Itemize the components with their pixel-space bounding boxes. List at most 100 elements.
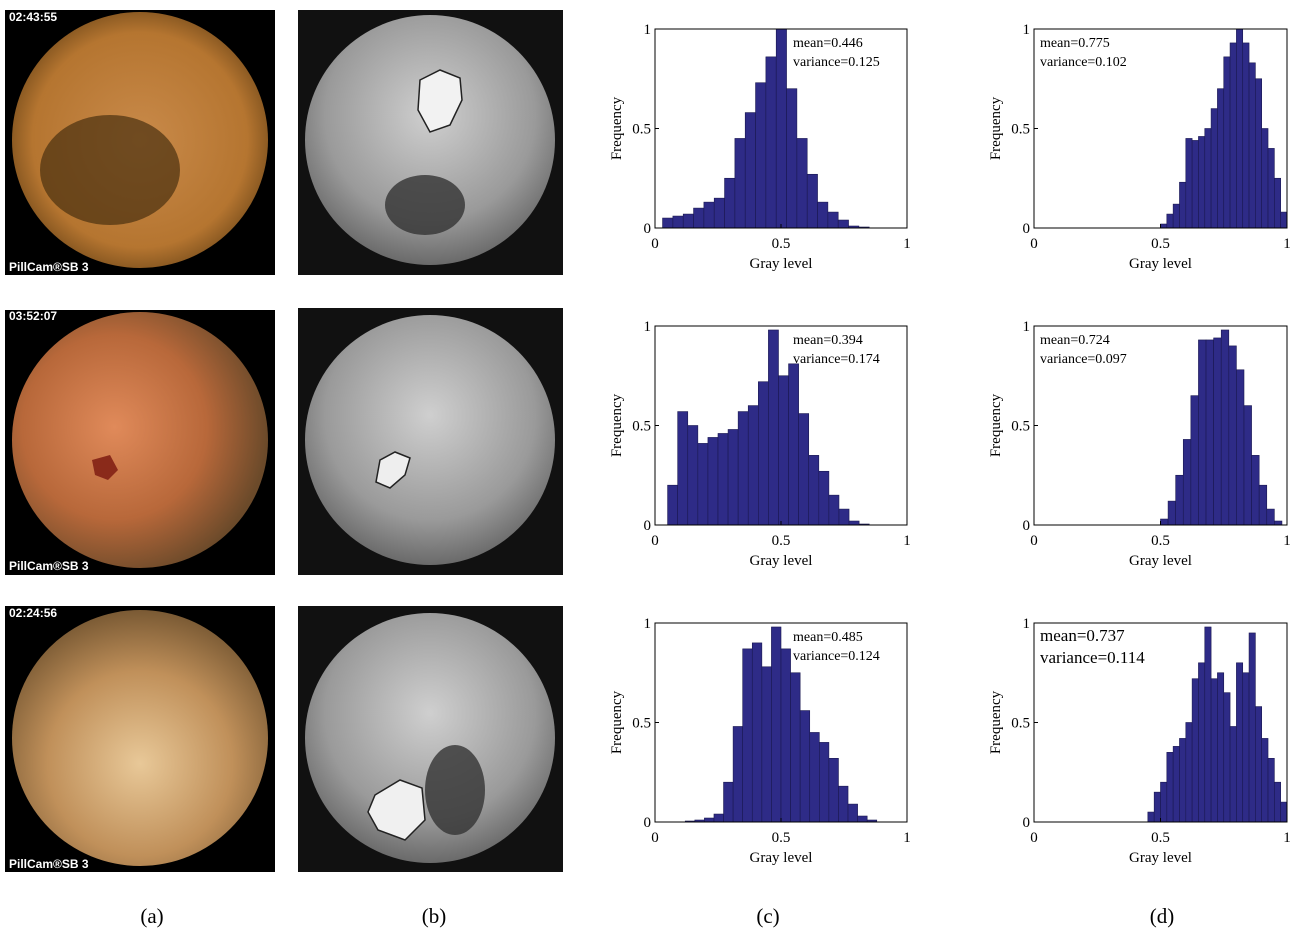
y-axis-label: Frequency <box>988 96 1004 160</box>
bar <box>1244 406 1252 525</box>
bar <box>791 673 801 822</box>
bar <box>1192 679 1198 822</box>
bar <box>728 429 738 525</box>
x-tick-label: 0 <box>1030 533 1038 549</box>
bar <box>768 330 778 525</box>
bar <box>771 627 781 822</box>
bar <box>1217 89 1223 228</box>
x-tick-label: 0 <box>651 236 659 252</box>
annotation: mean=0.775 <box>1040 36 1110 51</box>
y-tick-label: 0 <box>644 221 652 237</box>
x-axis-label: Gray level <box>1129 850 1192 866</box>
x-tick-label: 1 <box>1283 236 1291 252</box>
bar <box>1205 129 1211 229</box>
bar <box>1255 707 1261 822</box>
x-tick-label: 0.5 <box>1151 830 1170 846</box>
y-tick-label: 0.5 <box>632 122 651 138</box>
bar <box>1281 802 1287 822</box>
bar <box>819 471 829 525</box>
bar <box>738 412 748 525</box>
bar <box>766 57 776 228</box>
bar <box>1173 746 1179 822</box>
bar <box>1168 501 1176 525</box>
y-tick-label: 0.5 <box>1011 419 1030 435</box>
bar <box>797 138 807 228</box>
bar <box>1211 109 1217 228</box>
bar <box>714 198 724 228</box>
x-tick-label: 0.5 <box>1151 533 1170 549</box>
bar <box>756 83 766 228</box>
bar <box>704 818 714 822</box>
bar <box>673 216 683 228</box>
bar <box>668 485 678 525</box>
y-axis-label: Frequency <box>988 690 1004 754</box>
bar <box>1217 673 1223 822</box>
bar <box>829 495 839 525</box>
bar <box>787 89 797 228</box>
y-tick-label: 0 <box>1023 221 1031 237</box>
bar <box>1186 138 1192 228</box>
annotation: mean=0.485 <box>793 630 863 645</box>
annotation: mean=0.446 <box>793 36 863 51</box>
bar <box>1198 340 1206 525</box>
x-tick-label: 0.5 <box>772 830 791 846</box>
bar <box>724 782 734 822</box>
x-axis-label: Gray level <box>1129 553 1192 569</box>
x-tick-label: 1 <box>1283 533 1291 549</box>
x-tick-label: 0 <box>651 533 659 549</box>
bar <box>743 649 753 822</box>
bar <box>1259 485 1267 525</box>
x-tick-label: 1 <box>903 830 911 846</box>
x-tick-label: 1 <box>903 236 911 252</box>
bar <box>1167 752 1173 822</box>
bar <box>849 521 859 525</box>
y-tick-label: 0 <box>1023 518 1031 534</box>
bar <box>1224 693 1230 822</box>
bar <box>748 406 758 525</box>
y-tick-label: 1 <box>1023 319 1031 335</box>
x-tick-label: 1 <box>1283 830 1291 846</box>
bar <box>1274 521 1282 525</box>
bar <box>733 726 743 822</box>
bar <box>809 455 819 525</box>
bar <box>838 220 848 228</box>
bar <box>718 433 728 525</box>
bar <box>1249 63 1255 228</box>
bar <box>1221 330 1229 525</box>
bar <box>1249 633 1255 822</box>
bar <box>1262 129 1268 229</box>
bar <box>1179 738 1185 822</box>
x-tick-label: 0 <box>1030 236 1038 252</box>
bar <box>1161 519 1169 525</box>
x-axis-label: Gray level <box>750 256 813 272</box>
x-tick-label: 0.5 <box>772 236 791 252</box>
bar <box>1230 726 1236 822</box>
y-tick-label: 0.5 <box>1011 716 1030 732</box>
endoscopy-image <box>5 10 275 872</box>
x-axis-label: Gray level <box>750 850 813 866</box>
bar <box>1262 738 1268 822</box>
bar <box>819 742 829 822</box>
bar <box>704 202 714 228</box>
y-axis-label: Frequency <box>988 393 1004 457</box>
x-tick-label: 1 <box>903 533 911 549</box>
y-axis-label: Frequency <box>609 393 625 457</box>
bar <box>839 509 849 525</box>
bar <box>1148 812 1154 822</box>
bar <box>781 649 791 822</box>
bar <box>683 214 693 228</box>
bar <box>678 412 688 525</box>
bar <box>1167 214 1173 228</box>
bar <box>810 732 820 822</box>
bar <box>1274 782 1280 822</box>
grayscale-image <box>298 10 563 872</box>
bar <box>1214 338 1222 525</box>
bar <box>708 437 718 525</box>
annotation: variance=0.114 <box>1040 648 1145 667</box>
y-tick-label: 1 <box>644 319 652 335</box>
